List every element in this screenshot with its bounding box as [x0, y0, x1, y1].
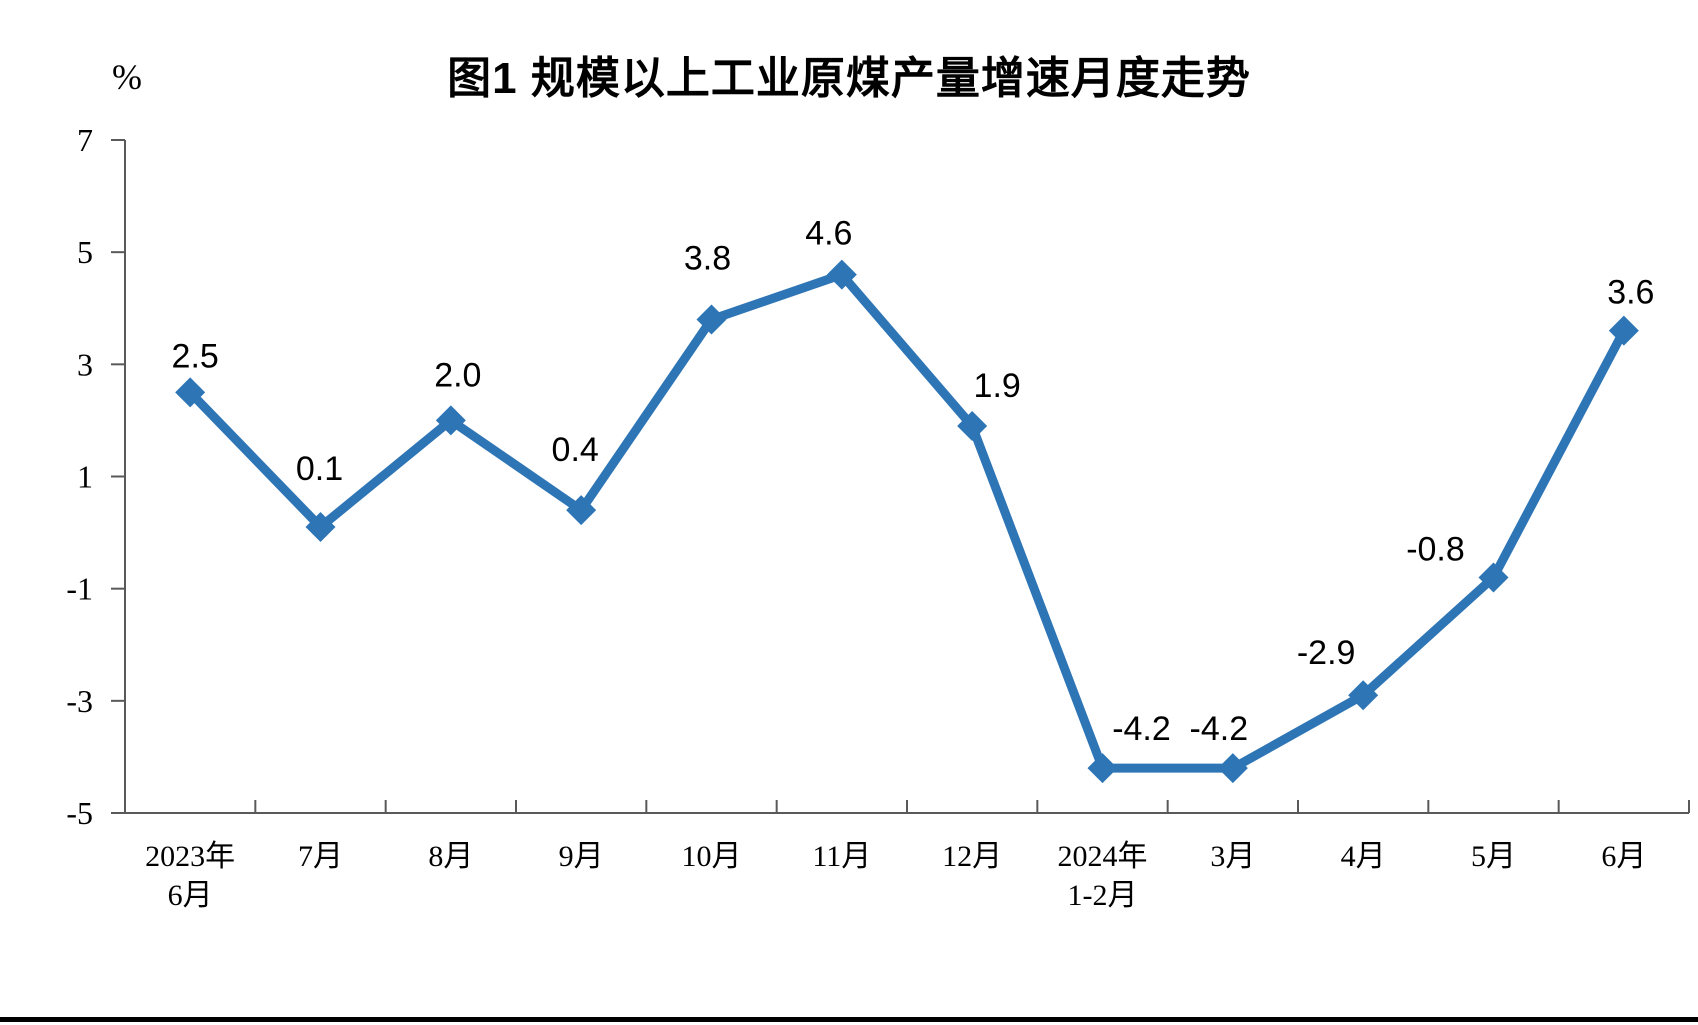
x-axis-category-label: 8月 — [428, 840, 473, 873]
data-point-marker — [435, 405, 466, 436]
x-axis-category-label: 6月 — [1601, 840, 1646, 873]
y-axis-tick-label: 5 — [77, 234, 93, 270]
y-axis-tick-label: -5 — [66, 795, 93, 831]
y-axis-tick-label: 3 — [77, 346, 93, 382]
y-axis-unit-label: % — [112, 57, 142, 97]
x-axis-category-label: 4月 — [1341, 840, 1386, 873]
data-point-marker — [1087, 753, 1118, 784]
chart-title: 图1 规模以上工业原煤产量增速月度走势 — [447, 54, 1251, 103]
x-axis-category-label: 3月 — [1210, 840, 1255, 873]
y-axis-tick-label: -3 — [66, 683, 93, 719]
x-axis-category-label: 11月 — [812, 840, 871, 873]
data-point-marker — [1348, 680, 1379, 711]
data-point-marker — [305, 511, 336, 542]
data-point-marker — [175, 377, 206, 408]
data-point-label: 3.8 — [684, 239, 731, 277]
x-axis-category-label: 6月 — [168, 879, 213, 912]
x-axis-category-label: 5月 — [1471, 840, 1516, 873]
data-point-label: -4.2 — [1112, 710, 1171, 748]
data-point-marker — [957, 411, 988, 442]
data-point-label: 0.1 — [296, 450, 343, 488]
bottom-edge-bar — [0, 1017, 1698, 1022]
x-axis-category-label: 9月 — [559, 840, 604, 873]
x-axis-category-label: 10月 — [682, 840, 742, 873]
data-point-marker — [566, 495, 597, 526]
data-point-label: 4.6 — [805, 215, 852, 253]
x-axis-category-label: 12月 — [942, 840, 1002, 873]
x-axis-category-label: 1-2月 — [1068, 879, 1138, 912]
series-line — [185, 270, 1629, 773]
y-axis-tick-label: -1 — [66, 571, 93, 607]
x-axis-category-label: 2023年 — [145, 840, 235, 873]
data-point-label: 1.9 — [974, 367, 1021, 405]
data-point-label: 2.0 — [434, 356, 481, 394]
data-point-label: 2.5 — [172, 337, 219, 375]
data-point-label: -0.8 — [1406, 530, 1465, 568]
data-point-marker — [1608, 315, 1639, 346]
data-point-label: 3.6 — [1607, 274, 1654, 312]
data-point-label: -4.2 — [1190, 710, 1249, 748]
y-axis-tick-label: 7 — [77, 122, 93, 158]
x-axis-category-label: 7月 — [298, 840, 343, 873]
data-point-marker — [1217, 753, 1248, 784]
data-point-marker — [696, 304, 727, 335]
data-point-marker — [1478, 562, 1509, 593]
x-axis-category-label: 2024年 — [1058, 840, 1148, 873]
data-point-label: 0.4 — [552, 431, 599, 469]
data-point-label: -2.9 — [1297, 634, 1356, 672]
y-axis-tick-label: 1 — [77, 459, 93, 495]
data-point-marker — [826, 259, 857, 290]
